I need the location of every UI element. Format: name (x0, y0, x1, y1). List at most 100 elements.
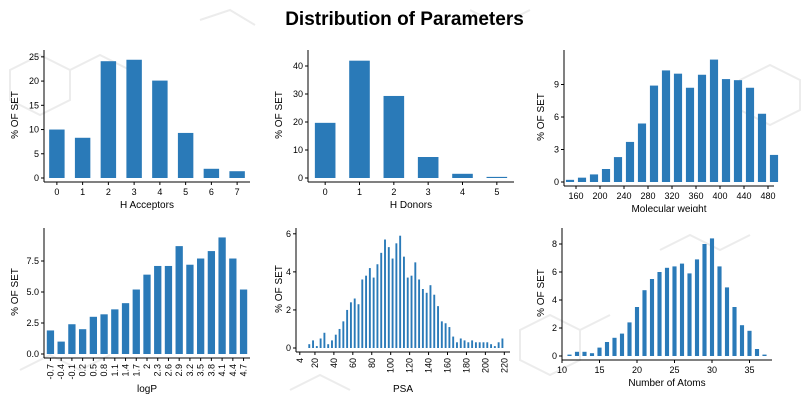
x-tick-label: 140 (424, 358, 434, 373)
bar (501, 338, 504, 348)
bar (657, 272, 662, 356)
x-tick-label: 5 (494, 187, 499, 197)
bar (429, 285, 432, 348)
bar (490, 344, 493, 348)
bar (425, 292, 428, 348)
x-tick-label: 7 (235, 187, 240, 197)
bar (463, 340, 466, 348)
x-tick-label: 10 (557, 365, 567, 375)
x-tick-label: 0.2 (78, 364, 88, 377)
bar (702, 244, 707, 356)
x-tick-label: 3 (132, 187, 137, 197)
bar (327, 344, 330, 348)
x-tick-label: 2.3 (153, 364, 163, 377)
x-tick-label: 6 (209, 187, 214, 197)
bar (747, 330, 752, 356)
bar (601, 169, 611, 182)
bar (634, 307, 640, 356)
bar (126, 59, 142, 178)
bar (440, 321, 443, 348)
x-tick-label: -0.1 (67, 364, 77, 380)
x-tick-label: 1 (357, 187, 362, 197)
y-axis-label: % OF SET (536, 93, 547, 141)
bar (474, 342, 477, 348)
bar (203, 168, 220, 178)
bar (100, 61, 117, 178)
bar (399, 235, 402, 348)
bar (414, 262, 417, 348)
bar (625, 141, 635, 182)
y-tick-label: 4 (286, 267, 291, 277)
bar (331, 340, 333, 348)
x-tick-label: 0 (54, 187, 59, 197)
bar (89, 316, 98, 354)
bar (186, 264, 194, 354)
x-tick-label: 1.1 (110, 364, 120, 377)
bar (57, 341, 65, 354)
x-tick-label: 1.7 (131, 364, 141, 377)
bar (486, 342, 489, 348)
x-tick-label: 60 (348, 358, 358, 368)
x-axis-label: H Donors (390, 200, 432, 211)
x-axis-label: Molecular weight (631, 204, 706, 212)
x-tick-label: 20 (310, 358, 320, 368)
bar (175, 246, 183, 354)
bar (410, 275, 413, 348)
bar (769, 154, 779, 182)
bar (368, 268, 371, 348)
bar (717, 266, 722, 356)
bar (376, 264, 379, 348)
bar (78, 329, 87, 354)
x-tick-label: -0.7 (45, 364, 55, 380)
bar (315, 346, 318, 348)
bar (721, 79, 731, 182)
x-tick-label: 4 (157, 187, 162, 197)
bar (314, 122, 336, 178)
bar (100, 314, 108, 354)
x-tick-label: 100 (386, 358, 396, 373)
x-tick-label: 400 (712, 191, 727, 201)
y-tick-label: 8 (552, 239, 557, 249)
bar (357, 304, 360, 348)
bar (346, 309, 349, 348)
y-axis-label: % OF SET (274, 265, 285, 313)
x-tick-label: 15 (594, 365, 604, 375)
x-tick-label: 4.4 (228, 364, 238, 377)
bar (207, 251, 216, 354)
chart-molecular-weight: % OF SET 0 3 6 9 160 200 240 280 320 360 400 440 480 M… (532, 42, 782, 212)
bar (218, 237, 226, 354)
bar (754, 349, 760, 356)
bar (395, 243, 398, 348)
bar (308, 344, 311, 348)
bar (342, 321, 345, 348)
bar (459, 338, 462, 348)
y-tick-label: 2 (286, 305, 291, 315)
x-tick-label: 4 (460, 187, 465, 197)
y-tick-label: 2.5 (26, 318, 39, 328)
bar (132, 289, 140, 354)
chart-h-donors: % OF SET 0 10 20 30 40 0 1 2 3 4 5 H Donors (270, 42, 520, 212)
bar (482, 342, 485, 348)
x-tick-label: 3.8 (206, 364, 216, 377)
bar (739, 325, 745, 356)
bar (338, 328, 341, 348)
x-tick-label: 0.8 (99, 364, 109, 377)
chart-logp: % OF SET 0.0 2.5 5.0 7.5 -0.7 -0.4 -0.1 0.2 0.5 0.… (6, 220, 256, 400)
bar (604, 342, 610, 356)
bar (709, 238, 715, 356)
bar (649, 85, 659, 182)
x-tick-label: 2 (106, 187, 111, 197)
bar (478, 342, 481, 348)
bar (664, 267, 670, 356)
y-tick-label: 7.5 (26, 256, 39, 266)
x-tick-label: 2 (142, 364, 152, 369)
bar (694, 259, 700, 356)
bar (597, 347, 602, 356)
x-tick-label: 5 (183, 187, 188, 197)
x-tick-label: 2.9 (174, 364, 184, 377)
bar (312, 340, 314, 348)
x-tick-label: 20 (632, 365, 642, 375)
y-tick-label: 5 (34, 149, 39, 159)
y-tick-label: 20 (29, 76, 39, 86)
bar (334, 334, 337, 348)
